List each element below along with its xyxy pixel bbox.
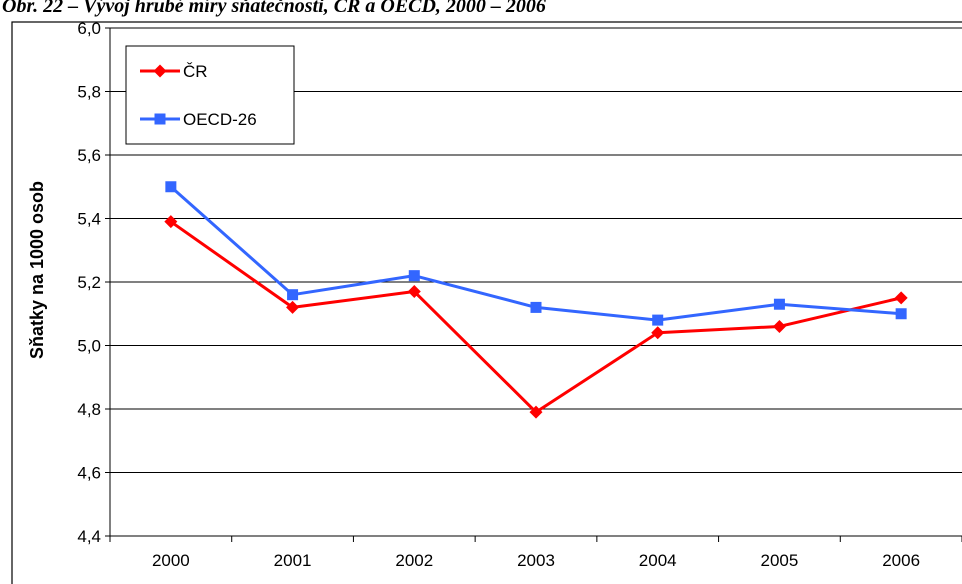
series (164, 181, 908, 419)
x-tick-label: 2002 (395, 551, 433, 570)
x-tick-label: 2004 (639, 551, 677, 570)
chart-title: Obr. 22 – Vývoj hrubé míry sňatečnosti, … (2, 0, 546, 17)
data-point (894, 291, 908, 305)
y-tick-label: 5,6 (77, 146, 101, 165)
y-axis-title: Sňatky na 1000 osob (27, 181, 47, 359)
series-line (169, 220, 902, 414)
data-point (652, 314, 664, 326)
y-tick-label: 6,0 (77, 19, 101, 38)
x-tick-label: 2003 (517, 551, 555, 570)
series-cr (164, 215, 908, 419)
legend: ČR OECD-26 (125, 45, 295, 145)
data-point (530, 301, 542, 313)
data-point (895, 308, 907, 320)
plot-area (11, 21, 962, 584)
y-tick-label: 5,8 (77, 83, 101, 102)
legend-label: OECD-26 (183, 110, 257, 129)
legend-item: OECD-26 (140, 110, 257, 129)
x-tick-label: 2001 (274, 551, 312, 570)
data-point (407, 285, 421, 299)
data-point (286, 300, 300, 314)
y-tick-label: 5,4 (77, 210, 101, 229)
y-tick-label: 5,0 (77, 337, 101, 356)
legend-box (125, 45, 295, 145)
y-tick-label: 5,2 (77, 273, 101, 292)
series-oecd (165, 181, 907, 326)
legend-marker (154, 113, 166, 125)
x-tick-label: 2005 (761, 551, 799, 570)
data-point (164, 215, 178, 229)
legend-marker (153, 64, 167, 78)
data-point (773, 298, 785, 310)
legend-label: ČR (183, 62, 208, 81)
data-point (772, 319, 786, 333)
y-tick-label: 4,6 (77, 464, 101, 483)
x-tick-label: 2000 (152, 551, 190, 570)
y-tick-label: 4,4 (77, 527, 101, 546)
data-point (651, 326, 665, 340)
data-point (529, 405, 543, 419)
data-point (165, 181, 177, 193)
legend-item: ČR (140, 62, 208, 81)
data-point (287, 289, 299, 301)
data-point (408, 270, 420, 282)
y-tick-label: 4,8 (77, 400, 101, 419)
x-tick-label: 2006 (882, 551, 920, 570)
axes: 4,4 4,6 4,8 5,0 5,2 5,4 5,6 5,8 6,0 2000 2001 2002 2… (77, 19, 962, 570)
